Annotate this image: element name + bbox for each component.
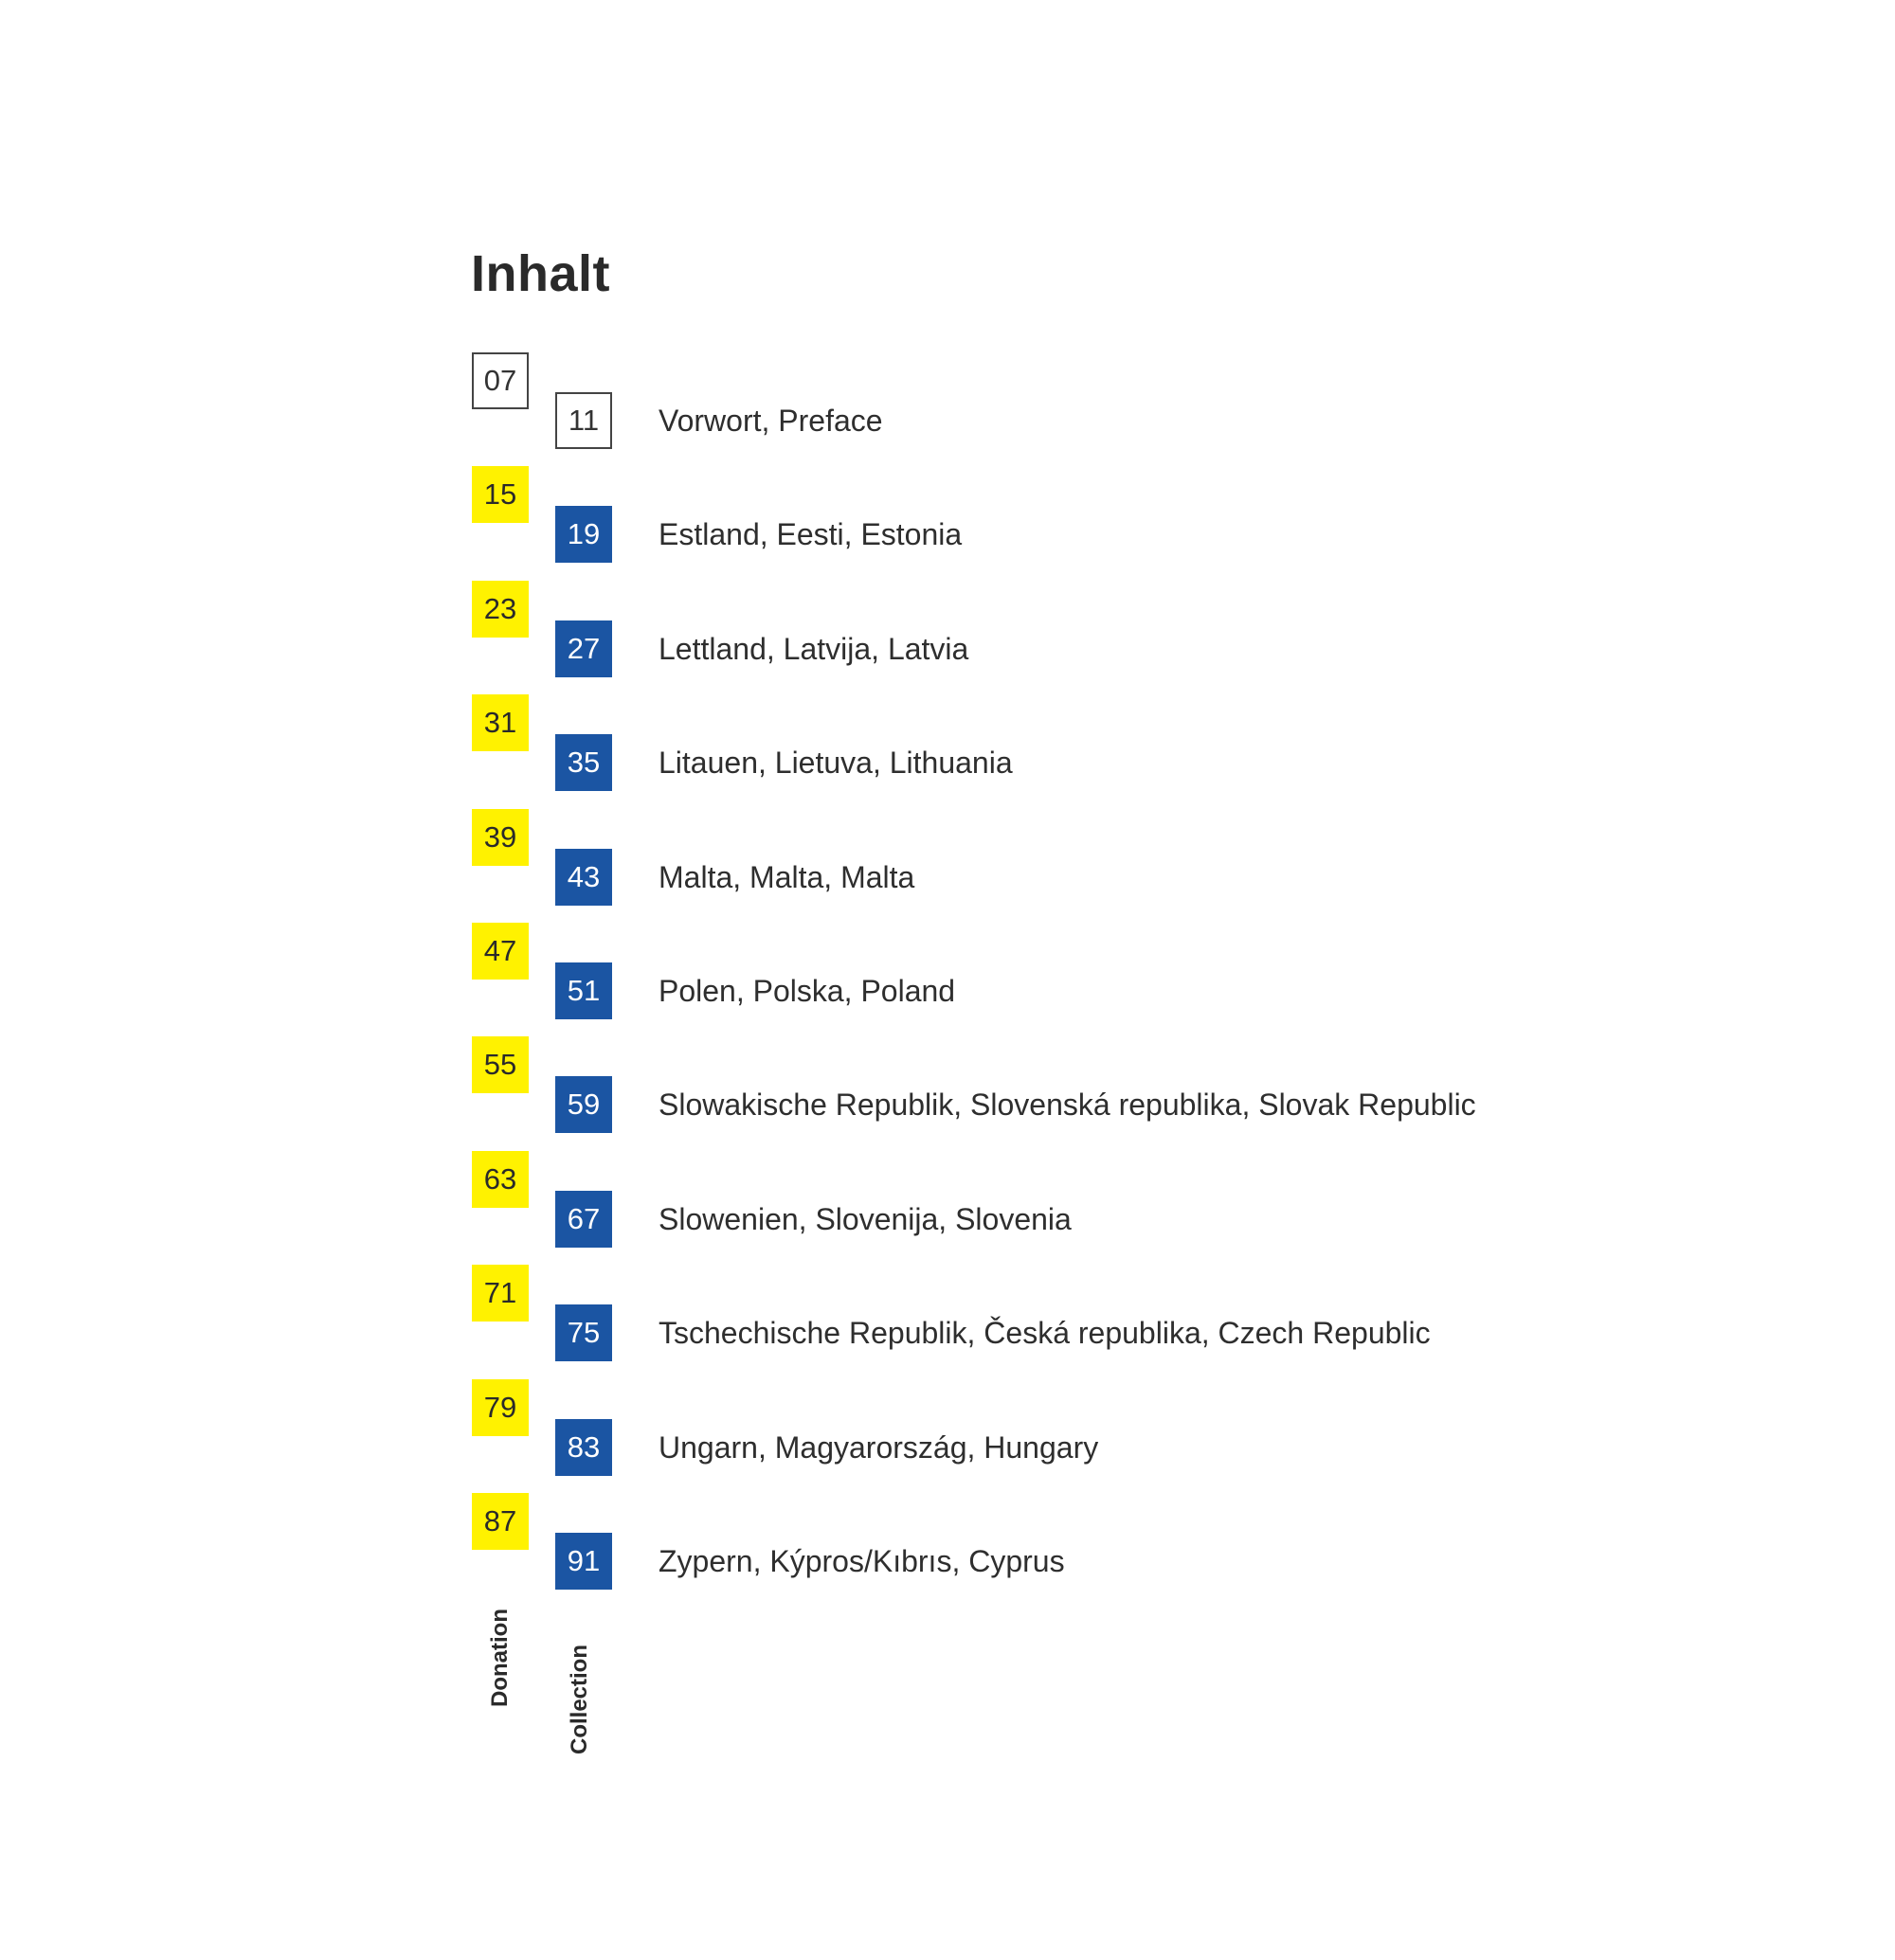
page-title: Inhalt — [471, 245, 610, 302]
toc-entry-title[interactable]: Zypern, Kýpros/Kıbrıs, Cyprus — [659, 1544, 1065, 1578]
collection-page-number[interactable]: 75 — [555, 1304, 612, 1362]
collection-page-number[interactable]: 35 — [555, 734, 612, 792]
collection-page-number[interactable]: 59 — [555, 1076, 612, 1134]
collection-page-number[interactable]: 67 — [555, 1190, 612, 1248]
toc-entry-title[interactable]: Slowenien, Slovenija, Slovenia — [659, 1201, 1072, 1236]
donation-page-number[interactable]: 63 — [472, 1150, 529, 1208]
donation-page-number[interactable]: 31 — [472, 694, 529, 752]
donation-page-number[interactable]: 47 — [472, 923, 529, 980]
collection-page-number[interactable]: 43 — [555, 848, 612, 906]
donation-page-number[interactable]: 71 — [472, 1265, 529, 1322]
donation-page-number[interactable]: 39 — [472, 808, 529, 866]
collection-page-number[interactable]: 51 — [555, 962, 612, 1019]
collection-column-label: Collection — [567, 1644, 592, 1754]
toc-entry-title[interactable]: Polen, Polska, Poland — [659, 974, 956, 1008]
collection-page-number[interactable]: 83 — [555, 1418, 612, 1476]
toc-entry-title[interactable]: Ungarn, Magyarország, Hungary — [659, 1430, 1099, 1465]
donation-page-number[interactable]: 55 — [472, 1036, 529, 1094]
collection-page-number[interactable]: 19 — [555, 506, 612, 564]
donation-page-number[interactable]: 87 — [472, 1493, 529, 1550]
toc-entry-title[interactable]: Slowakische Republik, Slovenská republik… — [659, 1088, 1476, 1123]
toc-entry-title[interactable]: Malta, Malta, Malta — [659, 859, 915, 894]
toc-entry-title[interactable]: Litauen, Lietuva, Lithuania — [659, 746, 1013, 781]
donation-page-number[interactable]: 23 — [472, 580, 529, 638]
donation-page-number[interactable]: 79 — [472, 1378, 529, 1436]
toc-entry-title[interactable]: Tschechische Republik, Česká republika, … — [659, 1316, 1431, 1351]
collection-page-number[interactable]: 27 — [555, 620, 612, 677]
toc-entry-title[interactable]: Lettland, Latvija, Latvia — [659, 631, 969, 666]
donation-column-label: Donation — [487, 1609, 513, 1707]
donation-page-number[interactable]: 15 — [472, 466, 529, 524]
collection-page-number[interactable]: 91 — [555, 1533, 612, 1590]
collection-page-number[interactable]: 11 — [555, 392, 612, 449]
toc-entry-title[interactable]: Estland, Eesti, Estonia — [659, 517, 963, 552]
donation-page-number[interactable]: 07 — [472, 352, 529, 409]
toc-entry-title[interactable]: Vorwort, Preface — [659, 404, 883, 438]
